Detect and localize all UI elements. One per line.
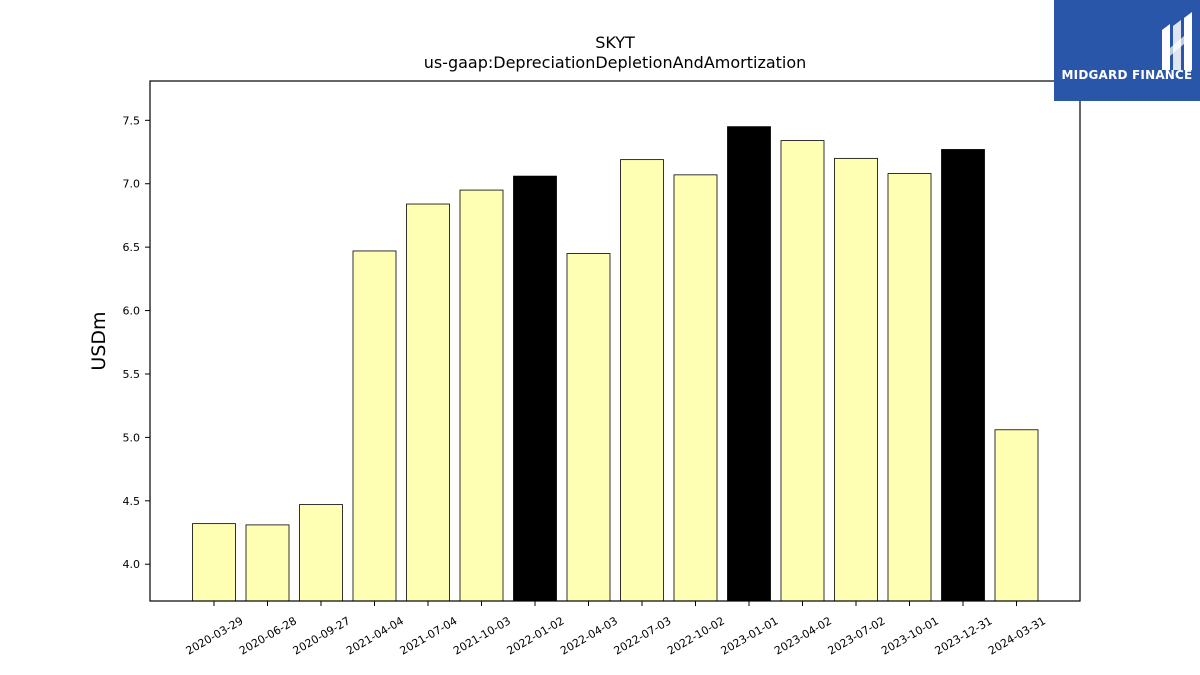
x-tick-label-2021-07-04: 2021-07-04 bbox=[398, 614, 460, 657]
chart-title: SKYT bbox=[595, 33, 635, 52]
x-tick-label-2023-12-31: 2023-12-31 bbox=[933, 614, 995, 657]
y-tick-label-6.0: 6.0 bbox=[123, 305, 141, 318]
bar-2021-07-04 bbox=[406, 203, 450, 602]
bar-2020-03-29 bbox=[192, 523, 236, 602]
x-tick-label-2024-03-31: 2024-03-31 bbox=[986, 614, 1048, 657]
x-tick-label-2022-07-03: 2022-07-03 bbox=[612, 614, 674, 657]
plot-frame bbox=[149, 80, 1081, 602]
bar-2022-01-02 bbox=[513, 175, 557, 602]
bars-group bbox=[192, 126, 1039, 602]
x-tick-label-2022-10-02: 2022-10-02 bbox=[665, 614, 727, 657]
x-tick-label-2023-10-01: 2023-10-01 bbox=[879, 614, 941, 657]
x-tick-label-2023-04-02: 2023-04-02 bbox=[772, 614, 834, 657]
y-axis-label: USDm bbox=[88, 311, 110, 370]
bar-2022-10-02 bbox=[673, 174, 718, 602]
bar-2020-06-28 bbox=[245, 524, 290, 602]
bar-2021-10-03 bbox=[459, 189, 504, 602]
x-tick-label-2021-10-03: 2021-10-03 bbox=[451, 614, 513, 657]
midgard-finance-logo: MIDGARD FINANCE bbox=[1054, 0, 1200, 101]
x-tick-label-2023-01-01: 2023-01-01 bbox=[719, 614, 781, 657]
bar-2023-10-01 bbox=[887, 173, 932, 602]
x-axis: 2020-03-292020-06-282020-09-272021-04-04… bbox=[184, 601, 1048, 658]
x-tick-label-2020-09-27: 2020-09-27 bbox=[291, 614, 353, 657]
y-tick-label-7.0: 7.0 bbox=[123, 178, 141, 191]
x-tick-label-2022-01-02: 2022-01-02 bbox=[505, 614, 567, 657]
x-tick-label-2023-07-02: 2023-07-02 bbox=[826, 614, 888, 657]
bar-2023-04-02 bbox=[780, 140, 825, 602]
y-tick-label-4.0: 4.0 bbox=[123, 558, 141, 571]
y-axis: 4.0 4.5 5.0 5.5 6.0 6.5 7.0 7.5 bbox=[123, 114, 150, 571]
y-tick-label-7.5: 7.5 bbox=[123, 114, 141, 127]
x-tick-label-2022-04-03: 2022-04-03 bbox=[558, 614, 620, 657]
x-tick-label-2021-04-04: 2021-04-04 bbox=[344, 614, 406, 657]
bar-2023-01-01 bbox=[727, 126, 771, 602]
y-tick-label-5.5: 5.5 bbox=[123, 368, 141, 381]
bar-2023-12-31 bbox=[941, 149, 985, 602]
bar-2022-04-03 bbox=[566, 253, 611, 602]
y-tick-label-6.5: 6.5 bbox=[123, 241, 141, 254]
x-tick-label-2020-03-29: 2020-03-29 bbox=[184, 614, 246, 657]
logo-text: MIDGARD FINANCE bbox=[1061, 68, 1193, 82]
y-tick-label-5.0: 5.0 bbox=[123, 431, 141, 444]
midgard-logo-icon bbox=[1162, 12, 1192, 70]
bar-2021-04-04 bbox=[352, 250, 397, 602]
chart-subtitle: us-gaap:DepreciationDepletionAndAmortiza… bbox=[423, 53, 807, 72]
bar-2022-07-03 bbox=[620, 159, 664, 602]
y-tick-label-4.5: 4.5 bbox=[123, 495, 141, 508]
bar-2023-07-02 bbox=[834, 157, 878, 602]
bar-2024-03-31 bbox=[994, 429, 1039, 602]
x-tick-label-2020-06-28: 2020-06-28 bbox=[237, 614, 299, 657]
bar-2020-09-27 bbox=[299, 504, 343, 602]
